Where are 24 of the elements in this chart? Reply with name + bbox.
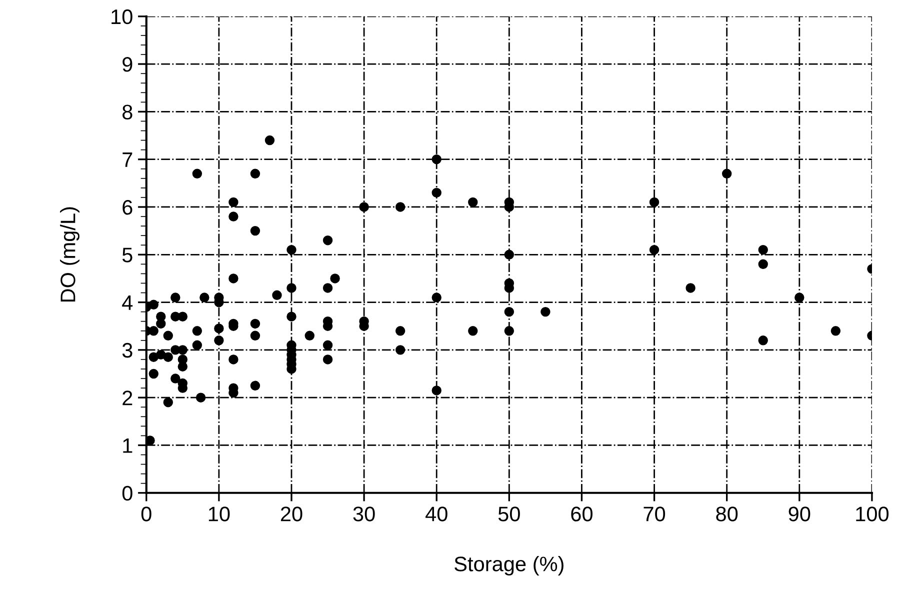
- y-tick-label: 0: [122, 486, 132, 501]
- x-tick-label: 80: [716, 506, 738, 522]
- x-tick-label: 100: [856, 506, 889, 522]
- y-tick-label: 2: [122, 390, 132, 406]
- x-tick-label: 50: [498, 506, 520, 522]
- y-tick-label: 1: [123, 438, 132, 453]
- x-tick-label: 20: [280, 506, 302, 522]
- x-tick-label: 70: [644, 506, 666, 522]
- y-tick-label: 5: [122, 248, 132, 262]
- y-axis-title: DO (mg/L): [60, 207, 80, 302]
- y-tick-label: 10: [112, 9, 132, 24]
- x-tick-label: 60: [571, 506, 592, 522]
- y-tick-label: 6: [122, 200, 132, 215]
- y-tick-label: 7: [122, 152, 132, 167]
- x-tick-label: 0: [141, 506, 152, 522]
- x-axis-title: Storage (%): [454, 556, 564, 576]
- x-tick-label: 40: [426, 506, 448, 522]
- x-tick-label: 90: [788, 506, 810, 522]
- y-tick-label: 4: [122, 296, 133, 310]
- x-tick-label: 10: [208, 506, 230, 522]
- x-tick-label: 30: [353, 506, 375, 522]
- y-tick-label: 8: [122, 104, 132, 120]
- y-tick-label: 3: [122, 342, 132, 358]
- y-tick-label: 9: [122, 57, 132, 72]
